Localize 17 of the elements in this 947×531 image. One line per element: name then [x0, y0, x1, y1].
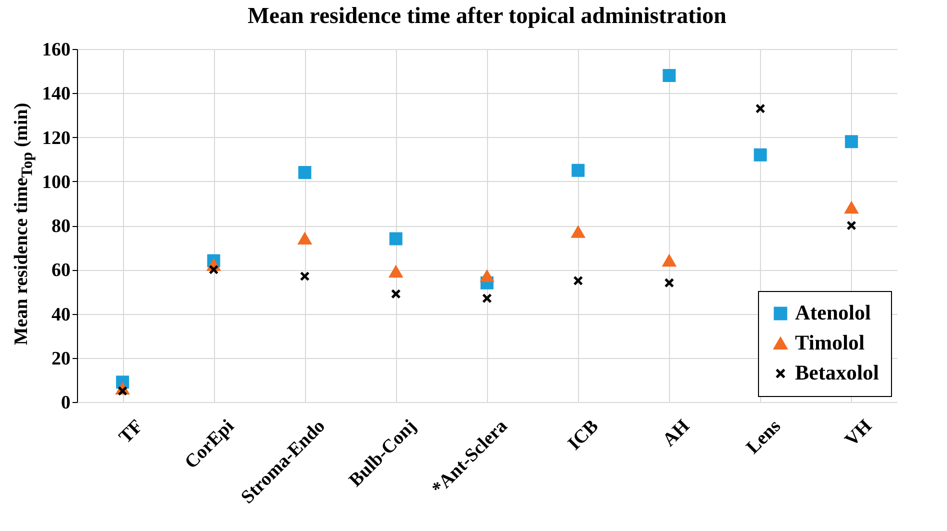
x-tick-label: ICB	[564, 416, 603, 455]
y-tick-label: 20	[52, 348, 70, 370]
y-tick-label: 60	[52, 260, 70, 282]
x-tick-label: VH	[841, 416, 876, 451]
y-tick-label: 160	[42, 40, 70, 60]
legend-label: Atenolol	[795, 300, 871, 324]
y-tick-label: 80	[52, 216, 70, 237]
y-tick-label: 0	[61, 392, 70, 414]
y-tick-label: 40	[52, 304, 70, 326]
chart-title: Mean residence time after topical administration	[248, 3, 727, 28]
y-tick-label: 100	[42, 172, 70, 193]
legend-label: Betaxolol	[795, 360, 880, 384]
y-tick-label: 120	[42, 128, 70, 149]
x-tick-label: AH	[658, 416, 694, 451]
y-tick-label: 140	[42, 84, 70, 105]
legend-label: Timolol	[795, 330, 865, 354]
x-tick-label: TF	[115, 416, 148, 448]
